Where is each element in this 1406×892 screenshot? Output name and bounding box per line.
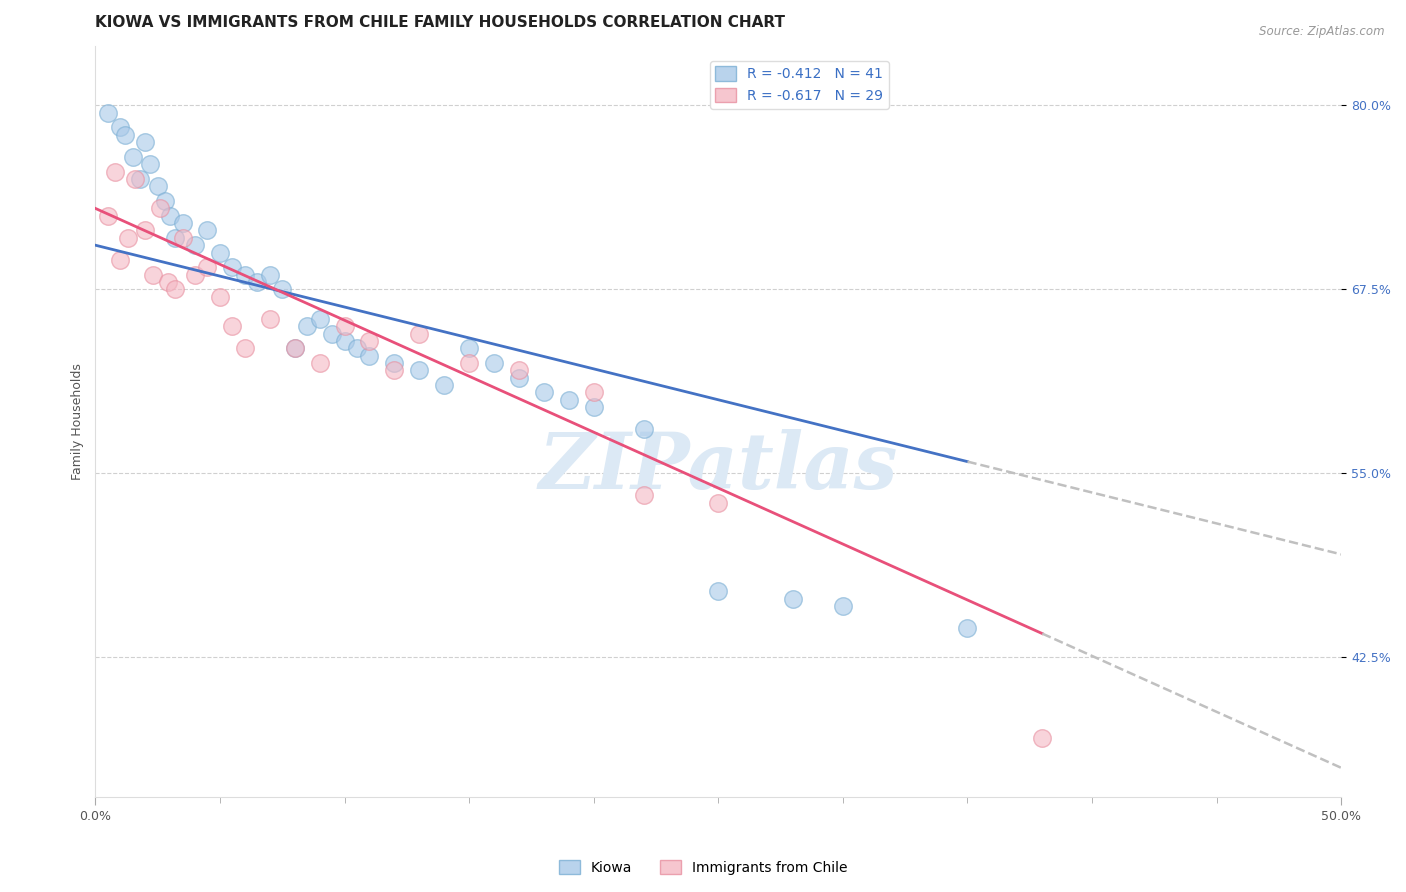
Point	[782, 591, 804, 606]
Point	[308, 311, 330, 326]
Point	[308, 356, 330, 370]
Point	[208, 290, 231, 304]
Point	[129, 172, 152, 186]
Point	[97, 105, 120, 120]
Point	[259, 268, 281, 282]
Point	[221, 260, 243, 275]
Point	[359, 349, 381, 363]
Point	[124, 172, 146, 186]
Point	[408, 363, 430, 377]
Point	[707, 496, 730, 510]
Point	[156, 275, 179, 289]
Point	[259, 311, 281, 326]
Point	[433, 378, 456, 392]
Y-axis label: Family Households: Family Households	[72, 363, 84, 480]
Point	[159, 209, 181, 223]
Point	[582, 400, 605, 414]
Point	[558, 392, 581, 407]
Point	[458, 356, 481, 370]
Point	[221, 319, 243, 334]
Point	[184, 268, 207, 282]
Point	[134, 223, 156, 237]
Point	[197, 223, 219, 237]
Text: Source: ZipAtlas.com: Source: ZipAtlas.com	[1260, 25, 1385, 38]
Point	[832, 599, 855, 613]
Point	[633, 422, 655, 436]
Point	[382, 356, 405, 370]
Point	[333, 334, 356, 348]
Point	[165, 282, 187, 296]
Point	[533, 385, 555, 400]
Point	[197, 260, 219, 275]
Text: KIOWA VS IMMIGRANTS FROM CHILE FAMILY HOUSEHOLDS CORRELATION CHART: KIOWA VS IMMIGRANTS FROM CHILE FAMILY HO…	[96, 15, 786, 30]
Point	[458, 341, 481, 355]
Point	[121, 150, 143, 164]
Point	[284, 341, 307, 355]
Point	[508, 370, 530, 384]
Point	[139, 157, 162, 171]
Point	[346, 341, 368, 355]
Point	[284, 341, 307, 355]
Point	[208, 245, 231, 260]
Point	[149, 202, 172, 216]
Point	[633, 488, 655, 502]
Point	[146, 179, 169, 194]
Point	[153, 194, 176, 208]
Point	[233, 341, 256, 355]
Point	[408, 326, 430, 341]
Point	[97, 209, 120, 223]
Point	[165, 231, 187, 245]
Point	[956, 621, 979, 635]
Point	[114, 128, 136, 142]
Point	[142, 268, 165, 282]
Point	[1031, 731, 1053, 746]
Point	[707, 584, 730, 599]
Point	[382, 363, 405, 377]
Point	[172, 231, 194, 245]
Point	[333, 319, 356, 334]
Point	[321, 326, 343, 341]
Point	[117, 231, 139, 245]
Point	[184, 238, 207, 252]
Point	[246, 275, 269, 289]
Point	[134, 135, 156, 149]
Point	[582, 385, 605, 400]
Point	[482, 356, 505, 370]
Legend: Kiowa, Immigrants from Chile: Kiowa, Immigrants from Chile	[553, 855, 853, 880]
Point	[359, 334, 381, 348]
Legend: R = -0.412   N = 41, R = -0.617   N = 29: R = -0.412 N = 41, R = -0.617 N = 29	[710, 61, 889, 109]
Point	[271, 282, 294, 296]
Point	[110, 252, 132, 267]
Point	[172, 216, 194, 230]
Point	[233, 268, 256, 282]
Point	[110, 120, 132, 135]
Point	[508, 363, 530, 377]
Text: ZIPatlas: ZIPatlas	[538, 429, 898, 505]
Point	[295, 319, 318, 334]
Point	[104, 164, 127, 178]
